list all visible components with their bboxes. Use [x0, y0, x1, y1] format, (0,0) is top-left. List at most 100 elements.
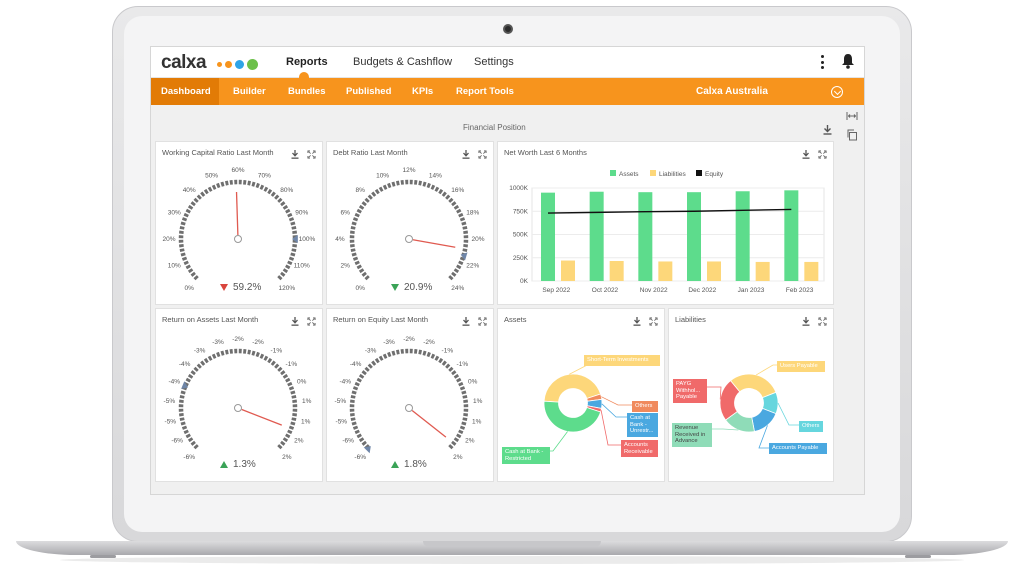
x-tick-label: Nov 2022: [640, 287, 668, 294]
gauge-track-segment: [274, 194, 280, 200]
gauge-tick-label: -2%: [232, 336, 244, 343]
gauge-track-segment: [280, 370, 286, 376]
gauge-track-segment: [291, 417, 297, 422]
gauge-track-segment: [434, 186, 440, 192]
bar-liabilities[interactable]: [804, 261, 819, 281]
bar-assets[interactable]: [735, 191, 750, 281]
gauge-track-segment: [387, 351, 392, 358]
legend-swatch[interactable]: [650, 170, 656, 176]
gauge-track-segment: [364, 366, 370, 372]
fit-width-icon[interactable]: [846, 111, 858, 121]
legend-label[interactable]: Assets: [619, 171, 639, 178]
legend-swatch[interactable]: [610, 170, 616, 176]
tab-report-tools[interactable]: Report Tools: [456, 86, 514, 97]
donut-slice[interactable]: [719, 380, 741, 421]
nav-budgets-cashflow[interactable]: Budgets & Cashflow: [353, 56, 453, 68]
expand-icon[interactable]: [307, 146, 316, 164]
gauge-track-segment: [216, 182, 221, 189]
legend-label[interactable]: Equity: [705, 171, 724, 178]
bar-liabilities[interactable]: [658, 261, 673, 281]
gauge-track-segment: [180, 252, 186, 257]
gauge-panel-return-on-equity: Return on Equity Last Month -6% -6% -5% -5% -…: [326, 308, 494, 482]
tab-bundles[interactable]: Bundles: [288, 86, 326, 97]
panel-title: Net Worth Last 6 Months: [504, 148, 587, 157]
bar-liabilities[interactable]: [561, 260, 575, 281]
gauge-hub: [234, 404, 242, 412]
gauge-track-segment: [287, 260, 293, 266]
gauge-track-segment: [364, 197, 370, 203]
nav-settings[interactable]: Settings: [474, 56, 514, 68]
tab-dashboard[interactable]: Dashboard: [151, 78, 219, 105]
gauge-track-segment: [430, 184, 436, 190]
trend-down-icon: [391, 284, 399, 291]
laptop-shadow: [60, 556, 964, 564]
bar-liabilities[interactable]: [609, 261, 624, 281]
gauge-track-segment: [187, 373, 194, 379]
gauge-chart: 0% 10% 20% 30% 40% 50% 60% 70% 80% 90% 100% 110% 120…: [162, 167, 316, 292]
gauge-tick-label: 14%: [429, 172, 442, 179]
donut-slice[interactable]: [543, 373, 602, 403]
gauge-track-segment: [395, 349, 400, 355]
organisation-name[interactable]: Calxa Australia: [696, 86, 768, 97]
tab-published[interactable]: Published: [346, 86, 392, 97]
x-tick-label: Jan 2023: [738, 287, 765, 294]
bar-assets[interactable]: [687, 192, 701, 281]
download-icon[interactable]: [291, 146, 299, 164]
legend-label[interactable]: Liabilities: [659, 171, 686, 178]
expand-icon[interactable]: [307, 313, 316, 331]
gauge-track-segment: [285, 264, 291, 270]
donut-slice[interactable]: [543, 400, 602, 433]
panel-tools: [633, 313, 658, 331]
gauge-track-segment: [459, 425, 466, 430]
download-icon[interactable]: [462, 313, 470, 331]
y-tick-label: 250K: [513, 255, 529, 262]
nav-reports[interactable]: Reports: [286, 56, 328, 68]
expand-icon[interactable]: [478, 146, 487, 164]
gauge-track-segment: [190, 440, 196, 446]
gauge-tick-label: 20%: [471, 236, 484, 243]
bar-assets[interactable]: [589, 191, 604, 281]
download-icon[interactable]: [802, 146, 810, 164]
brand-logo[interactable]: calxa: [161, 52, 207, 73]
callout-leader-line: [550, 431, 568, 452]
tab-kpis[interactable]: KPIs: [412, 86, 434, 97]
gauge-tick-label: -1%: [457, 361, 469, 368]
active-nav-indicator: [299, 72, 309, 78]
gauge-track-segment: [354, 381, 360, 387]
gauge-value: 20.9%: [391, 282, 432, 293]
more-menu-icon[interactable]: [821, 55, 825, 69]
expand-icon[interactable]: [649, 313, 658, 331]
donut-slice[interactable]: [751, 407, 777, 432]
callout-leader-line: [601, 403, 627, 418]
gauge-tick-label: -5%: [336, 418, 348, 425]
gauge-track-segment: [193, 197, 199, 203]
slice-callout: Users Payable: [777, 361, 825, 372]
copy-icon[interactable]: [846, 129, 858, 141]
gauge-tick-label: -1%: [286, 361, 298, 368]
expand-icon[interactable]: [818, 313, 827, 331]
bar-assets[interactable]: [784, 190, 799, 281]
gauge-track-segment: [285, 433, 291, 439]
expand-icon[interactable]: [478, 313, 487, 331]
gauge-tick-label: 100%: [299, 236, 316, 243]
sub-nav-bar: Dashboard Builder Bundles Published KPIs…: [151, 78, 864, 105]
gauge-tick-label: 30%: [168, 210, 181, 217]
download-icon[interactable]: [802, 313, 810, 331]
download-icon[interactable]: [823, 122, 832, 140]
download-icon[interactable]: [633, 313, 641, 331]
gauge-hub: [405, 404, 413, 412]
tab-builder[interactable]: Builder: [233, 86, 266, 97]
legend-swatch[interactable]: [696, 170, 702, 176]
bar-liabilities[interactable]: [707, 261, 721, 281]
bar-assets[interactable]: [638, 192, 653, 281]
gauge-hub: [405, 235, 413, 243]
bell-icon[interactable]: [841, 53, 855, 74]
download-icon[interactable]: [462, 146, 470, 164]
download-icon[interactable]: [291, 313, 299, 331]
chevron-down-icon[interactable]: [831, 86, 843, 98]
bar-assets[interactable]: [541, 192, 555, 281]
gauge-track-segment: [220, 350, 225, 356]
equity-line[interactable]: [547, 208, 792, 214]
bar-liabilities[interactable]: [755, 261, 770, 281]
expand-icon[interactable]: [818, 146, 827, 164]
